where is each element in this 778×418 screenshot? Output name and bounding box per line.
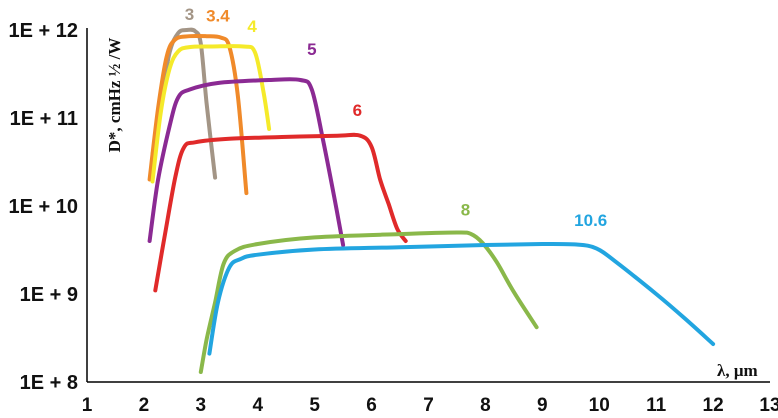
series-line-4: [150, 44, 272, 184]
series-line-8: [198, 230, 539, 374]
series-label-8: 8: [461, 200, 470, 219]
series-label-3-4: 3.4: [206, 6, 230, 25]
x-tick-label: 1: [82, 395, 93, 413]
series-label-4: 4: [247, 17, 257, 36]
series-label-5: 5: [307, 40, 316, 59]
x-tick-label: 4: [252, 395, 263, 413]
series-line-5: [147, 77, 346, 247]
x-tick-label: 10: [589, 395, 610, 413]
series-line-3-4: [147, 33, 249, 196]
y-tick-label: 1E + 9: [20, 284, 78, 306]
x-tick-label: 3: [196, 395, 207, 413]
series-lines: [147, 27, 716, 374]
series-labels: 3 3.4 4 5 6 8 10.6: [185, 5, 608, 230]
axes: [86, 28, 770, 383]
x-tick-label: 9: [537, 395, 548, 413]
series-line-6: [153, 132, 408, 293]
y-tick-label: 1E + 10: [8, 196, 78, 218]
series-line-10-6: [207, 241, 716, 356]
series-label-10-6: 10.6: [574, 211, 607, 230]
series-label-6: 6: [353, 101, 362, 120]
x-tick-label: 13: [759, 395, 778, 413]
x-tick-label: 7: [423, 395, 434, 413]
x-tick-label: 12: [703, 395, 724, 413]
x-tick-labels: 1 2 3 4 5 6 7 8 9 10 11 12 13: [82, 395, 778, 416]
x-tick-label: 11: [646, 395, 667, 413]
y-tick-label: 1E + 11: [10, 108, 78, 130]
x-tick-label: 5: [309, 395, 320, 413]
series-label-3: 3: [185, 5, 194, 24]
y-tick-label: 1E + 12: [8, 20, 78, 42]
x-axis-title: λ, μm: [717, 361, 758, 380]
y-tick-labels: 1E + 12 1E + 11 1E + 10 1E + 9 1E + 8: [8, 20, 78, 394]
y-axis-title: D*, cmHz ½ /W: [105, 38, 124, 153]
x-tick-label: 6: [366, 395, 377, 413]
x-tick-label: 2: [139, 395, 150, 413]
y-tick-label: 1E + 8: [20, 372, 78, 394]
x-tick-label: 8: [480, 395, 491, 413]
